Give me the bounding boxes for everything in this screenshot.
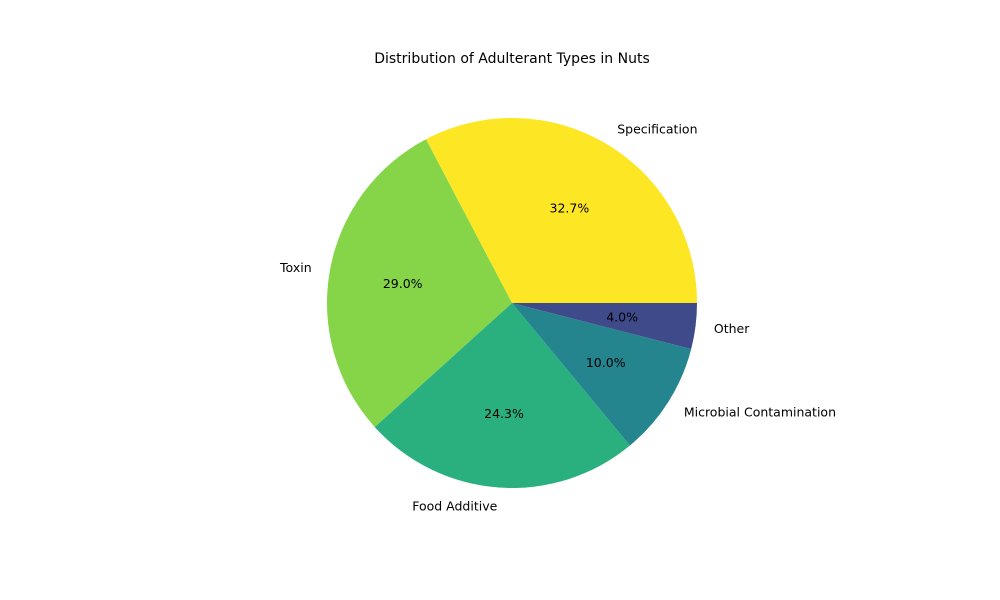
- pie-slice-other: [512, 303, 698, 350]
- slice-label-food-additive: Food Additive: [412, 498, 497, 513]
- slice-label-toxin: Toxin: [279, 260, 312, 275]
- pct-label-microbial-contamination: 10.0%: [586, 355, 626, 370]
- slice-label-microbial-contamination: Microbial Contamination: [684, 405, 836, 420]
- slice-label-other: Other: [714, 321, 750, 336]
- pie-slices: [326, 117, 698, 488]
- pie-slice-microbial-contamination: [512, 303, 692, 446]
- pie-slice-specification: [425, 117, 697, 304]
- slice-label-specification: Specification: [617, 121, 697, 136]
- pie-labels: Specification 32.7% Toxin 29.0% Food Additiv…: [279, 121, 836, 513]
- pie-slice-toxin: [326, 139, 512, 428]
- pie-slice-food-additive: [374, 303, 630, 488]
- pct-label-toxin: 29.0%: [383, 276, 423, 291]
- pct-label-other: 4.0%: [606, 309, 638, 324]
- chart-title: Distribution of Adulterant Types in Nuts: [374, 51, 650, 67]
- pct-label-food-additive: 24.3%: [484, 406, 524, 421]
- pct-label-specification: 32.7%: [550, 200, 590, 215]
